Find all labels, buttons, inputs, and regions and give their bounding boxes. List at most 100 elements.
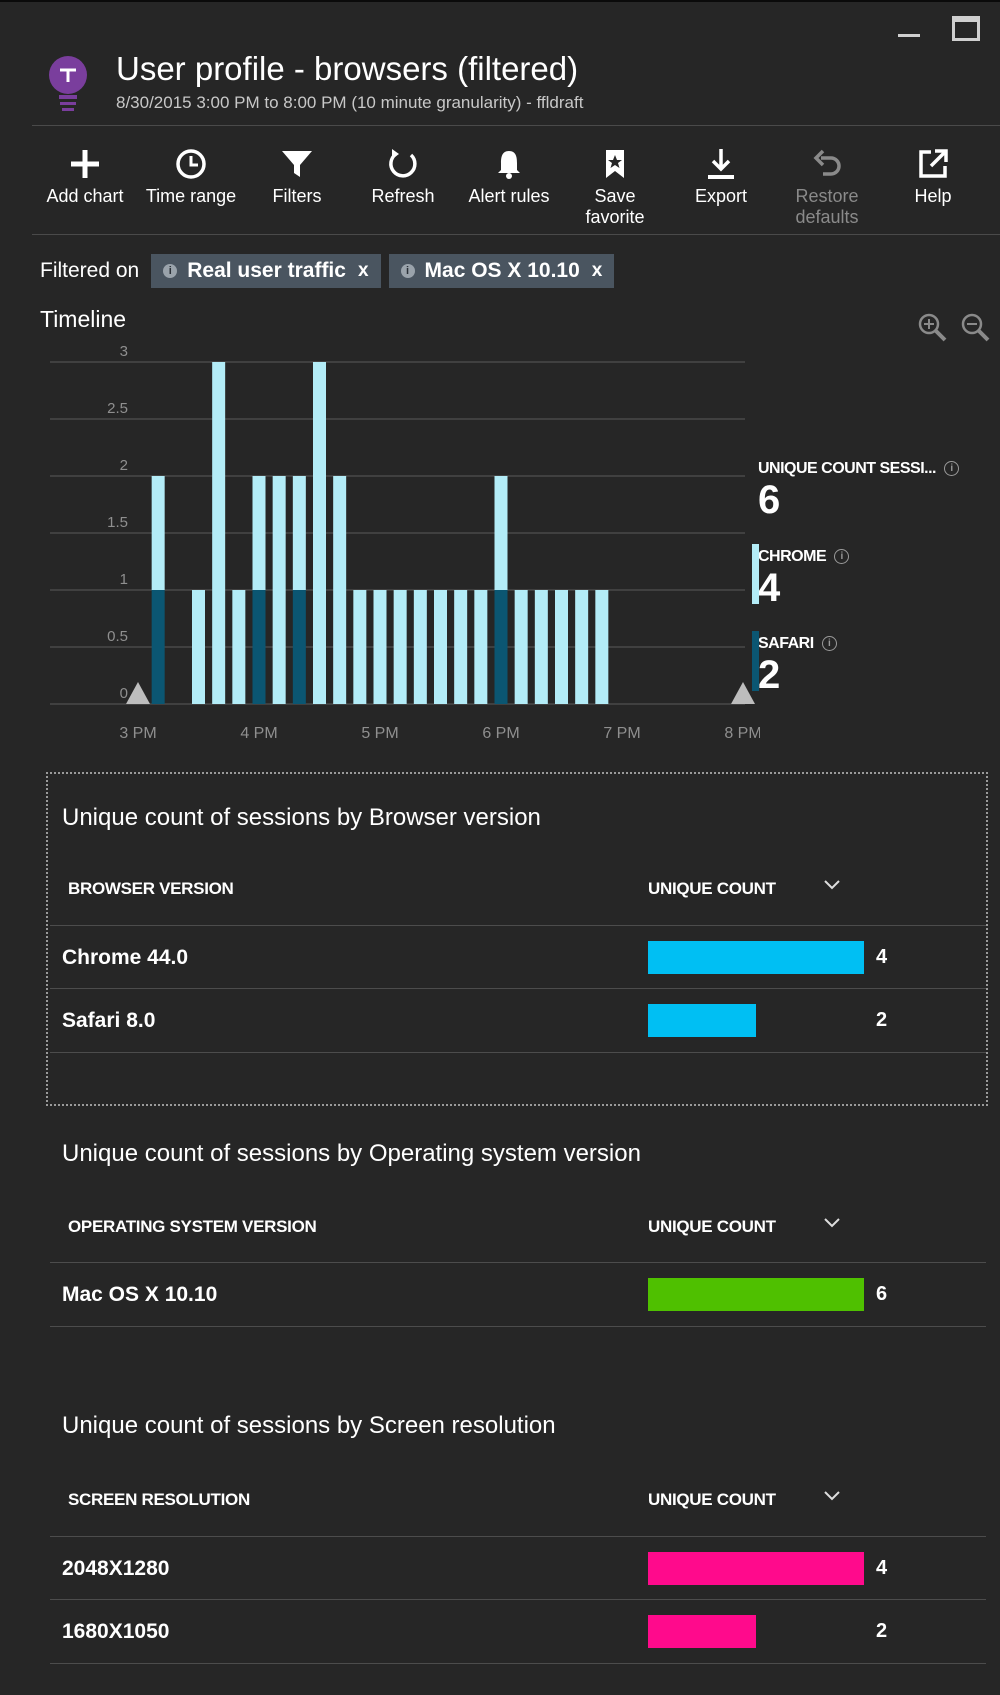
info-icon: i bbox=[400, 264, 415, 278]
grid-title: Unique count of sessions by Screen resol… bbox=[62, 1412, 556, 1439]
bar-safari bbox=[151, 590, 165, 704]
grid-title: Unique count of sessions by Operating sy… bbox=[62, 1140, 641, 1167]
x-tick-label: 8 PM bbox=[724, 725, 760, 742]
chevron-down-icon[interactable] bbox=[824, 1491, 840, 1501]
legend-total[interactable]: UNIQUE COUNT SESSI... i 6 bbox=[758, 460, 959, 522]
export-label: Export bbox=[694, 186, 748, 206]
filters-label: Filters bbox=[272, 186, 322, 206]
bar-chrome bbox=[534, 590, 548, 704]
column-header-unique-count[interactable]: UNIQUE COUNT bbox=[648, 1490, 776, 1509]
close-icon[interactable]: x bbox=[591, 260, 603, 281]
zoom-in-icon[interactable] bbox=[917, 312, 947, 342]
table-row[interactable]: 2048X1280 4 bbox=[50, 1536, 986, 1600]
filters-button[interactable]: Filters bbox=[244, 126, 350, 234]
table-row[interactable]: 1680X1050 2 bbox=[50, 1599, 986, 1664]
filter-chip-mac-os[interactable]: i Mac OS X 10.10 x bbox=[388, 254, 615, 288]
bar-chrome bbox=[192, 590, 205, 704]
count-bar bbox=[648, 1615, 756, 1648]
info-icon: i bbox=[821, 636, 837, 652]
filter-chip-real-user-traffic[interactable]: i Real user traffic x bbox=[151, 254, 381, 288]
legend-safari-label: SAFARI i bbox=[758, 635, 837, 653]
y-tick-label: 2.5 bbox=[107, 400, 128, 417]
bar-chrome bbox=[555, 590, 568, 704]
bar-chrome bbox=[373, 590, 387, 704]
bar-safari bbox=[494, 590, 508, 704]
row-name: 2048X1280 bbox=[62, 1557, 170, 1580]
x-tick-label: 5 PM bbox=[361, 725, 398, 742]
minimize-icon[interactable] bbox=[880, 8, 940, 48]
grid-title: Unique count of sessions by Browser vers… bbox=[62, 804, 541, 831]
table-row[interactable]: Chrome 44.0 4 bbox=[50, 925, 986, 989]
column-header-unique-count[interactable]: UNIQUE COUNT bbox=[648, 1217, 776, 1236]
timeline-chart[interactable]: 0 0.5 1 1.5 2 2.5 3 3 PM 4 PM 5 PM 6 PM 7 PM 8 PM bbox=[0, 340, 760, 750]
y-tick-label: 0.5 bbox=[107, 628, 128, 645]
y-tick-label: 2 bbox=[120, 457, 128, 474]
blade-header: User profile - browsers (filtered) 8/30/… bbox=[0, 0, 1000, 125]
x-tick-label: 3 PM bbox=[119, 725, 156, 742]
page-title: User profile - browsers (filtered) bbox=[116, 50, 579, 87]
chrome-swatch bbox=[752, 544, 759, 604]
alert-rules-button[interactable]: Alert rules bbox=[456, 126, 562, 234]
page-subtitle: 8/30/2015 3:00 PM to 8:00 PM (10 minute … bbox=[116, 93, 584, 112]
legend-total-value: 6 bbox=[758, 478, 781, 522]
chevron-down-icon[interactable] bbox=[824, 1218, 840, 1228]
restore-defaults-label: Restore defaults bbox=[795, 186, 859, 227]
table-row[interactable]: Safari 8.0 2 bbox=[50, 988, 986, 1053]
bar-chrome bbox=[212, 362, 226, 704]
column-header-os-version[interactable]: OPERATING SYSTEM VERSION bbox=[68, 1217, 317, 1236]
time-range-label: Time range bbox=[145, 186, 237, 206]
row-value: 4 bbox=[876, 946, 888, 968]
help-button[interactable]: Help bbox=[880, 126, 986, 234]
range-end-handle bbox=[731, 682, 755, 704]
row-name: Chrome 44.0 bbox=[62, 946, 189, 969]
refresh-icon bbox=[389, 149, 417, 178]
info-icon: i bbox=[163, 264, 178, 278]
window-top-edge bbox=[0, 0, 1000, 2]
count-bar bbox=[648, 1552, 864, 1585]
x-tick-label: 6 PM bbox=[482, 725, 519, 742]
row-value: 2 bbox=[876, 1620, 888, 1642]
close-icon[interactable]: x bbox=[357, 260, 369, 281]
restore-defaults-button[interactable]: Restore defaults bbox=[774, 126, 880, 234]
refresh-label: Refresh bbox=[371, 186, 435, 206]
bar-chrome bbox=[454, 590, 468, 704]
column-header-unique-count[interactable]: UNIQUE COUNT bbox=[648, 879, 776, 898]
save-favorite-label: Save favorite bbox=[585, 186, 645, 227]
time-range-button[interactable]: Time range bbox=[138, 126, 244, 234]
funnel-icon bbox=[282, 151, 312, 177]
legend-chrome[interactable]: CHROME i 4 bbox=[752, 544, 850, 610]
y-tick-label: 0 bbox=[120, 685, 128, 702]
lightbulb-icon bbox=[49, 56, 87, 111]
browser-version-grid[interactable]: Unique count of sessions by Browser vers… bbox=[46, 772, 988, 1106]
bar-chrome bbox=[252, 476, 266, 590]
count-bar bbox=[648, 1278, 864, 1311]
x-tick-label: 4 PM bbox=[240, 725, 277, 742]
screen-resolution-grid[interactable]: Unique count of sessions by Screen resol… bbox=[48, 1390, 986, 1690]
bar-chrome bbox=[595, 590, 609, 704]
legend-chrome-value: 4 bbox=[758, 566, 781, 610]
column-header-browser-version[interactable]: BROWSER VERSION bbox=[68, 879, 234, 898]
save-favorite-button[interactable]: Save favorite bbox=[562, 126, 668, 234]
legend-safari-value: 2 bbox=[758, 653, 781, 697]
export-button[interactable]: Export bbox=[668, 126, 774, 234]
range-start-handle bbox=[126, 682, 150, 704]
bar-chrome bbox=[353, 590, 367, 704]
zoom-out-icon[interactable] bbox=[960, 312, 990, 342]
add-chart-button[interactable]: Add chart bbox=[32, 126, 138, 234]
refresh-button[interactable]: Refresh bbox=[350, 126, 456, 234]
download-icon bbox=[708, 149, 734, 179]
legend-safari[interactable]: SAFARI i 2 bbox=[752, 631, 837, 697]
bar-chrome bbox=[272, 476, 286, 704]
maximize-icon[interactable] bbox=[940, 8, 1000, 48]
row-name: Safari 8.0 bbox=[62, 1009, 156, 1032]
alert-rules-label: Alert rules bbox=[468, 186, 550, 206]
chevron-down-icon[interactable] bbox=[824, 880, 840, 890]
os-version-grid[interactable]: Unique count of sessions by Operating sy… bbox=[48, 1115, 986, 1345]
bar-chrome bbox=[393, 590, 407, 704]
column-header-screen-resolution[interactable]: SCREEN RESOLUTION bbox=[68, 1490, 250, 1509]
y-tick-label: 3 bbox=[120, 343, 128, 360]
table-row[interactable]: Mac OS X 10.10 6 bbox=[50, 1262, 986, 1327]
bell-icon bbox=[498, 151, 520, 179]
count-bar bbox=[648, 941, 864, 974]
filtered-on-label: Filtered on bbox=[40, 259, 140, 282]
